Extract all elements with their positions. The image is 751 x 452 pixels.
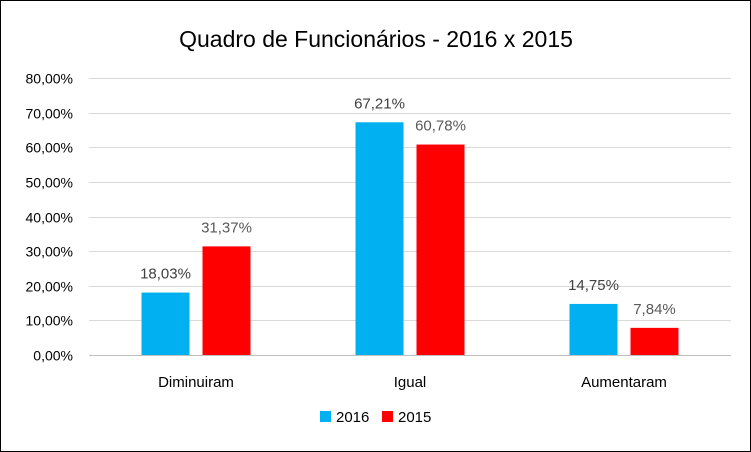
y-tick-label: 0,00% bbox=[33, 348, 73, 364]
y-axis-ticks: 0,00% 10,00% 20,00% 30,00% 40,00% 50,00% 60,00… bbox=[26, 71, 73, 364]
data-label: 7,84% bbox=[633, 301, 676, 318]
y-tick-label: 70,00% bbox=[26, 106, 73, 122]
y-tick-label: 10,00% bbox=[26, 313, 73, 329]
y-tick-label: 50,00% bbox=[26, 175, 73, 191]
data-label: 18,03% bbox=[140, 266, 191, 283]
data-label: 31,37% bbox=[201, 219, 252, 236]
gridlines bbox=[89, 78, 731, 356]
legend-swatch-2016 bbox=[320, 411, 331, 422]
x-axis-categories: Diminuiram Igual Aumentaram bbox=[158, 374, 667, 391]
y-tick-label: 40,00% bbox=[26, 210, 73, 226]
category-label-igual: Igual bbox=[394, 374, 427, 391]
category-label-diminuiram: Diminuiram bbox=[158, 374, 234, 391]
data-labels: 18,03% 31,37% 67,21% 60,78% 14,75% 7,84% bbox=[140, 95, 676, 318]
y-tick-label: 60,00% bbox=[26, 140, 73, 156]
chart-title: Quadro de Funcionários - 2016 x 2015 bbox=[179, 26, 573, 52]
legend-swatch-2015 bbox=[382, 411, 393, 422]
bar-2015-igual bbox=[416, 144, 465, 355]
legend-label-2015: 2015 bbox=[398, 409, 431, 426]
y-tick-label: 20,00% bbox=[26, 279, 73, 295]
bars bbox=[141, 122, 679, 356]
data-label: 67,21% bbox=[354, 95, 405, 112]
legend: 2016 2015 bbox=[320, 409, 431, 426]
legend-label-2016: 2016 bbox=[336, 409, 369, 426]
data-label: 14,75% bbox=[568, 277, 619, 294]
y-tick-label: 30,00% bbox=[26, 244, 73, 260]
category-label-aumentaram: Aumentaram bbox=[581, 374, 667, 391]
bar-2015-aumentaram bbox=[630, 327, 679, 355]
data-label: 60,78% bbox=[415, 118, 466, 135]
bar-2016-igual bbox=[355, 122, 404, 356]
bar-2016-diminuiram bbox=[141, 292, 190, 355]
bar-2015-diminuiram bbox=[202, 246, 251, 355]
bar-2016-aumentaram bbox=[569, 303, 618, 355]
y-tick-label: 80,00% bbox=[26, 71, 73, 87]
